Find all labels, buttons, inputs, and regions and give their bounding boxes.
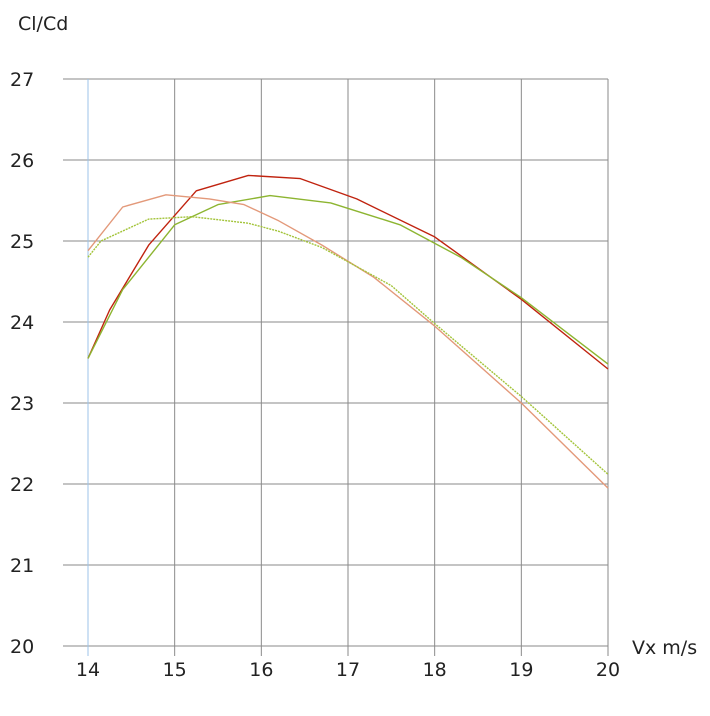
- x-tick-label: 16: [249, 659, 273, 681]
- series-line-3: [87, 194, 609, 489]
- y-tick-label: 26: [10, 150, 34, 172]
- x-tick-label: 20: [596, 659, 620, 681]
- x-axis-title: Vx m/s: [632, 637, 697, 659]
- y-axis-title: Cl/Cd: [18, 13, 68, 35]
- series-line-2: [87, 194, 609, 365]
- y-tick-label: 21: [10, 555, 34, 577]
- y-tick-label: 24: [10, 312, 34, 334]
- x-tick-label: 15: [163, 659, 187, 681]
- tick-labels: 20 21 22 23 24 25 26 27 14 15 16 17 18 19 20: [10, 69, 620, 681]
- x-tick-label: 17: [336, 659, 360, 681]
- y-tick-label: 20: [10, 636, 34, 658]
- y-tick-label: 25: [10, 231, 34, 253]
- x-tick-label: 18: [423, 659, 447, 681]
- y-tick-label: 27: [10, 69, 34, 91]
- y-tick-label: 23: [10, 393, 34, 415]
- x-tick-label: 14: [76, 659, 100, 681]
- series-line-4: [87, 215, 609, 475]
- x-tick-label: 19: [509, 659, 533, 681]
- series-lines: [87, 174, 609, 489]
- grid-lines: [63, 78, 609, 656]
- y-tick-label: 22: [10, 474, 34, 496]
